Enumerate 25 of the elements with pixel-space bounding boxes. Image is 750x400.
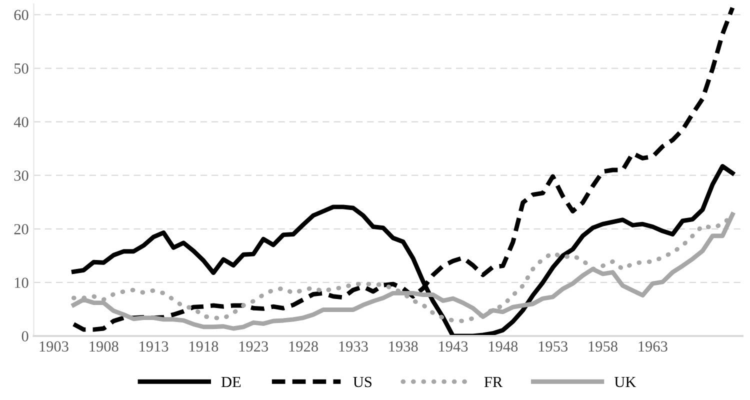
x-tick-label: 1903 [40, 341, 68, 352]
x-tick-label: 1928 [289, 341, 318, 352]
legend-label: DE [221, 377, 241, 388]
legend-label: US [353, 376, 372, 388]
y-tick-label: 60 [14, 10, 28, 20]
x-tick-label: 1933 [339, 341, 368, 352]
x-tick-label: 1923 [239, 341, 268, 352]
y-tick-label: 20 [14, 224, 28, 234]
x-tick-label: 1938 [389, 341, 418, 352]
y-tick-label: 40 [14, 116, 28, 128]
x-tick-label: 1908 [90, 341, 118, 352]
x-tick-label: 1963 [638, 341, 668, 352]
legend-label: FR [484, 377, 503, 388]
x-tick-label: 1918 [190, 341, 218, 352]
legend-label: UK [614, 377, 636, 388]
x-tick-label: 1953 [538, 341, 568, 352]
y-tick-label: 10 [14, 278, 28, 288]
y-tick-label: 30 [14, 170, 28, 181]
x-tick-label: 1948 [488, 341, 518, 352]
y-tick-label: 0 [22, 331, 28, 342]
y-tick-label: 50 [14, 63, 28, 74]
x-tick-label: 1913 [140, 341, 168, 352]
x-tick-label: 1958 [588, 341, 618, 352]
x-tick-label: 1943 [439, 341, 468, 352]
line-series [71, 6, 735, 332]
